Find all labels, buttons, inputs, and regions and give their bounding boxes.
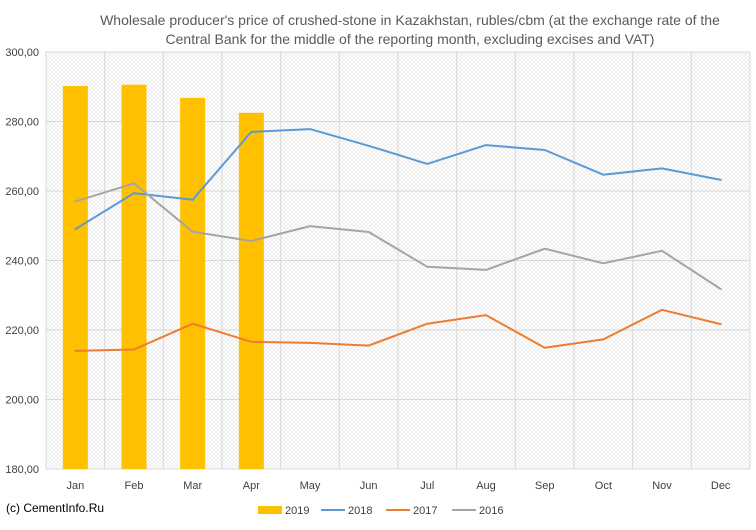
chart-title-line: Wholesale producer's price of crushed-st… xyxy=(100,12,720,28)
legend-label-2016: 2016 xyxy=(479,505,503,517)
y-tick-label: 300,00 xyxy=(5,47,39,59)
y-tick-label: 280,00 xyxy=(5,117,39,129)
bar-2019-Apr xyxy=(238,112,264,469)
x-tick-label: Nov xyxy=(652,480,672,492)
x-tick-label: Dec xyxy=(711,480,731,492)
x-tick-label: Feb xyxy=(125,480,144,492)
legend-label-2019: 2019 xyxy=(285,505,309,517)
bar-2019-Feb xyxy=(121,84,147,469)
chart-title-line: Central Bank for the middle of the repor… xyxy=(166,31,655,47)
x-tick-label: Mar xyxy=(183,480,202,492)
legend-swatch-2019 xyxy=(258,506,282,514)
line-2017 xyxy=(74,308,722,352)
x-tick-label: Jan xyxy=(66,480,84,492)
legend-label-2017: 2017 xyxy=(413,505,437,517)
x-tick-label: May xyxy=(300,480,321,492)
bar-2019-Mar xyxy=(180,97,206,470)
y-tick-label: 260,00 xyxy=(5,186,39,198)
x-tick-label: Sep xyxy=(535,480,555,492)
y-tick-label: 200,00 xyxy=(5,395,39,407)
line-2016 xyxy=(74,182,722,290)
x-tick-label: Jun xyxy=(360,480,378,492)
y-tick-label: 220,00 xyxy=(5,325,39,337)
credit-text: (c) CementInfo.Ru xyxy=(6,501,104,515)
x-tick-label: Aug xyxy=(476,480,496,492)
legend-label-2018: 2018 xyxy=(348,505,372,517)
x-tick-label: Apr xyxy=(243,480,260,492)
x-tick-label: Jul xyxy=(420,480,434,492)
y-tick-label: 240,00 xyxy=(5,256,39,268)
bar-2019-Jan xyxy=(62,86,88,470)
x-tick-label: Oct xyxy=(595,480,612,492)
y-tick-label: 180,00 xyxy=(5,464,39,476)
line-2018 xyxy=(74,128,722,231)
